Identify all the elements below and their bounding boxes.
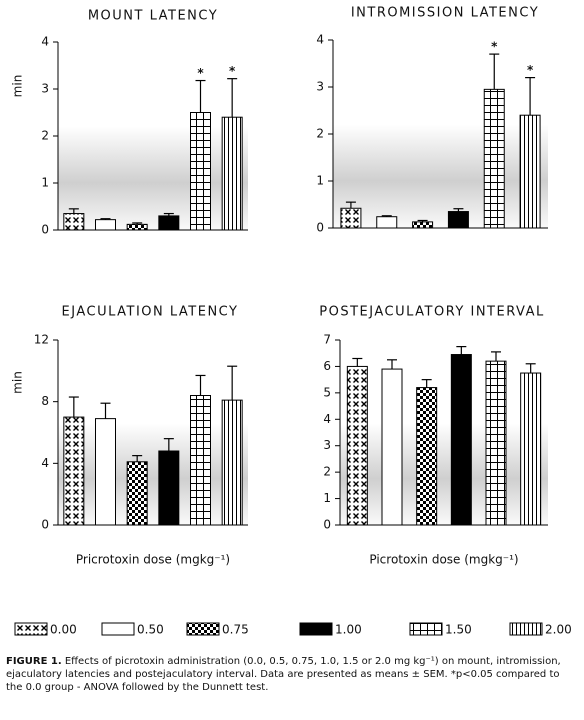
y-tick-label: 3 bbox=[316, 80, 324, 94]
y-tick-label: 0 bbox=[41, 518, 49, 532]
bar bbox=[520, 372, 542, 526]
caption-text: Effects of picrotoxin administration (0.… bbox=[6, 656, 561, 693]
y-tick-label: 2 bbox=[41, 129, 49, 143]
bar bbox=[126, 223, 148, 231]
y-tick-label: 12 bbox=[34, 333, 49, 347]
y-tick-label: 4 bbox=[41, 35, 49, 49]
bar bbox=[416, 387, 438, 526]
caption-label: FIGURE 1. bbox=[6, 656, 62, 667]
y-tick-label: 4 bbox=[323, 412, 331, 426]
y-tick-label: 1 bbox=[323, 491, 331, 505]
y-tick-label: 2 bbox=[316, 127, 324, 141]
bar bbox=[519, 114, 541, 229]
bar bbox=[483, 88, 505, 229]
y-tick-label: 0 bbox=[41, 223, 49, 237]
significance-marker: * bbox=[229, 64, 236, 78]
legend-label: 0.75 bbox=[222, 623, 249, 637]
legend-swatch bbox=[509, 622, 543, 636]
y-tick-label: 1 bbox=[41, 176, 49, 190]
bar bbox=[340, 207, 362, 229]
y-tick-label: 4 bbox=[41, 456, 49, 470]
legend-swatch bbox=[409, 622, 443, 636]
legend-swatch bbox=[14, 622, 48, 636]
bar bbox=[190, 395, 211, 526]
y-tick-label: 0 bbox=[316, 221, 324, 235]
significance-marker: * bbox=[491, 40, 498, 54]
chart-title: MOUNT LATENCY bbox=[88, 9, 218, 24]
y-tick-label: 4 bbox=[316, 33, 324, 47]
bar bbox=[346, 365, 368, 526]
bar bbox=[95, 219, 116, 231]
legend-label: 2.00 bbox=[545, 623, 572, 637]
y-tick-label: 8 bbox=[41, 394, 49, 408]
plot-background bbox=[58, 340, 248, 525]
legend-swatch bbox=[299, 622, 333, 636]
bar bbox=[221, 116, 243, 231]
bar bbox=[447, 211, 469, 229]
caption: FIGURE 1. Effects of picrotoxin administ… bbox=[6, 655, 578, 694]
bar bbox=[158, 215, 180, 231]
y-tick-label: 2 bbox=[323, 465, 331, 479]
bar bbox=[158, 450, 180, 526]
y-tick-label: 0 bbox=[323, 518, 331, 532]
bar bbox=[221, 399, 243, 526]
plot-background bbox=[340, 340, 548, 525]
legend-label: 1.00 bbox=[335, 623, 362, 637]
bar bbox=[485, 360, 507, 526]
y-tick-label: 1 bbox=[316, 174, 324, 188]
bar bbox=[63, 416, 85, 526]
legend-swatch bbox=[101, 622, 135, 636]
y-tick-label: 3 bbox=[41, 82, 49, 96]
y-tick-label: 6 bbox=[323, 359, 331, 373]
significance-marker: * bbox=[197, 66, 204, 80]
y-axis-label: min bbox=[11, 371, 25, 394]
y-tick-label: 7 bbox=[323, 333, 331, 347]
bar bbox=[376, 216, 398, 229]
x-axis-label: Picrotoxin dose (mgkg⁻¹) bbox=[369, 553, 518, 567]
significance-marker: * bbox=[527, 63, 534, 77]
bar bbox=[95, 418, 116, 526]
legend-label: 1.50 bbox=[445, 623, 472, 637]
y-tick-label: 3 bbox=[323, 438, 331, 452]
plot-background bbox=[58, 42, 248, 230]
legend-label: 0.50 bbox=[137, 623, 164, 637]
chart-title: POSTEJACULATORY INTERVAL bbox=[319, 305, 544, 320]
x-axis-label: Pricrotoxin dose (mgkg⁻¹) bbox=[76, 553, 230, 567]
y-axis-label: min bbox=[11, 75, 25, 98]
bar bbox=[63, 213, 85, 231]
bar bbox=[381, 368, 403, 526]
bar bbox=[412, 221, 434, 229]
chart-title: EJACULATION LATENCY bbox=[62, 305, 239, 320]
bar bbox=[450, 354, 472, 526]
y-tick-label: 5 bbox=[323, 385, 331, 399]
chart-title: INTROMISSION LATENCY bbox=[351, 6, 539, 21]
bar bbox=[126, 461, 148, 526]
bar bbox=[190, 112, 211, 231]
plot-background bbox=[333, 40, 548, 228]
legend-swatch bbox=[186, 622, 220, 636]
legend-label: 0.00 bbox=[50, 623, 77, 637]
